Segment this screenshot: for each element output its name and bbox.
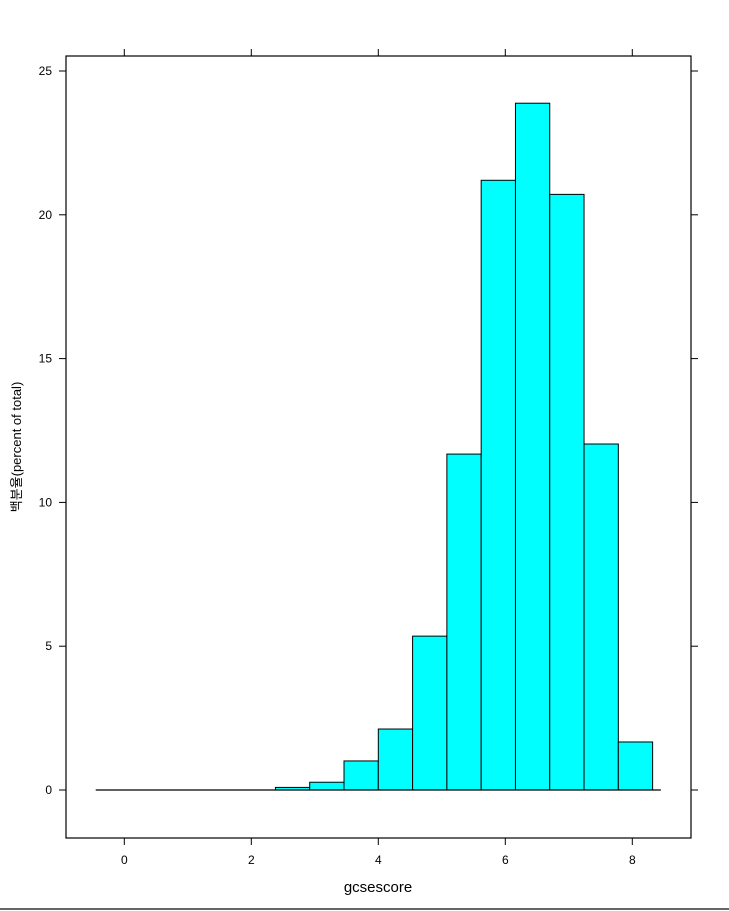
y-tick-label: 20 — [39, 208, 53, 222]
x-tick-label: 8 — [629, 853, 636, 867]
y-tick-label: 25 — [39, 64, 53, 78]
histogram-bar — [309, 781, 345, 791]
x-tick-label: 2 — [248, 853, 255, 867]
bars — [274, 102, 654, 791]
x-tick-label: 0 — [121, 853, 128, 867]
y-axis: 0 5 10 15 20 25 — [39, 64, 698, 797]
histogram-bar — [480, 179, 516, 791]
histogram-bar — [412, 635, 448, 791]
x-tick-label: 6 — [502, 853, 509, 867]
histogram-bar — [377, 728, 414, 791]
y-axis-title: 백분율(percent of total) — [9, 382, 24, 513]
x-axis-title: gcsescore — [344, 879, 412, 896]
histogram-bar — [343, 760, 379, 791]
histogram-bar — [583, 443, 619, 791]
x-axis: 0 2 4 6 8 — [121, 49, 636, 867]
histogram-bar — [617, 741, 654, 791]
y-tick-label: 0 — [45, 783, 52, 797]
histogram-bar — [446, 453, 482, 791]
y-tick-label: 10 — [39, 495, 53, 509]
histogram-bar — [514, 102, 551, 791]
y-tick-label: 15 — [39, 352, 53, 366]
y-tick-label: 5 — [45, 639, 52, 653]
histogram-bar — [549, 193, 585, 791]
x-tick-label: 4 — [375, 853, 382, 867]
